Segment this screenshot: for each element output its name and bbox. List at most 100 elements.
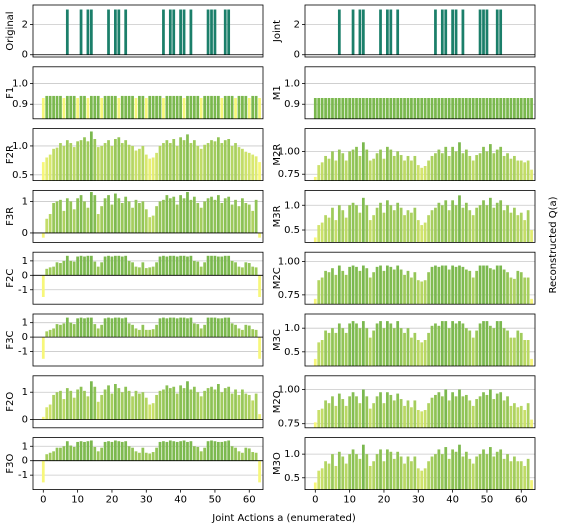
bar bbox=[206, 143, 210, 181]
bar bbox=[251, 329, 255, 338]
bar bbox=[244, 262, 248, 276]
bar bbox=[464, 269, 468, 305]
bar bbox=[141, 201, 145, 233]
bar bbox=[317, 225, 321, 243]
bar bbox=[416, 468, 420, 490]
bar bbox=[399, 328, 403, 366]
bar bbox=[509, 158, 513, 181]
bar bbox=[96, 95, 100, 119]
bar bbox=[492, 456, 496, 490]
bar bbox=[165, 140, 169, 181]
bar bbox=[502, 328, 506, 366]
bar bbox=[227, 9, 231, 55]
bar bbox=[247, 448, 251, 461]
bar bbox=[368, 220, 372, 243]
bar bbox=[254, 199, 258, 233]
bar bbox=[471, 405, 475, 428]
bar bbox=[427, 403, 430, 428]
bar bbox=[251, 452, 255, 461]
bar bbox=[386, 9, 389, 55]
y-tick-label: 1.0 bbox=[284, 449, 300, 460]
bar bbox=[48, 154, 52, 181]
bar bbox=[103, 256, 107, 276]
bar bbox=[440, 321, 444, 366]
bar bbox=[158, 318, 162, 338]
y-tick-label: 1.0 bbox=[284, 323, 300, 334]
bar bbox=[440, 454, 444, 490]
bar bbox=[386, 146, 389, 181]
bar bbox=[355, 205, 358, 243]
bar bbox=[355, 454, 358, 490]
bar bbox=[234, 143, 237, 181]
bar bbox=[396, 202, 400, 243]
bar bbox=[79, 386, 83, 420]
bar bbox=[100, 262, 104, 276]
bar bbox=[324, 98, 327, 119]
bar bbox=[410, 337, 413, 366]
bar bbox=[41, 232, 45, 238]
bar bbox=[72, 95, 76, 119]
bar bbox=[241, 329, 244, 338]
bar bbox=[234, 262, 237, 276]
bar bbox=[162, 143, 165, 181]
bar bbox=[396, 451, 400, 490]
bar bbox=[313, 482, 317, 490]
bar bbox=[327, 98, 331, 119]
bar bbox=[410, 407, 413, 428]
bar bbox=[513, 337, 516, 366]
bar bbox=[327, 158, 331, 181]
bar bbox=[427, 332, 430, 366]
bar bbox=[45, 95, 49, 119]
bar bbox=[337, 265, 341, 305]
bar bbox=[114, 384, 117, 420]
bar bbox=[492, 399, 496, 428]
x-tick-label: 0 bbox=[40, 495, 46, 506]
bar bbox=[351, 265, 355, 305]
bar bbox=[399, 269, 403, 305]
bar bbox=[317, 410, 321, 428]
bar bbox=[437, 98, 441, 119]
bar bbox=[230, 204, 234, 233]
bar bbox=[502, 210, 506, 243]
bar bbox=[254, 452, 258, 461]
bar bbox=[344, 160, 348, 181]
bar bbox=[420, 470, 424, 490]
bar bbox=[461, 266, 465, 305]
bar bbox=[168, 198, 172, 233]
bar bbox=[458, 195, 461, 243]
bar bbox=[210, 140, 213, 181]
bar bbox=[120, 318, 124, 338]
panel-label: F2C bbox=[5, 269, 16, 288]
bar bbox=[320, 408, 324, 428]
bar bbox=[203, 390, 207, 420]
bar bbox=[344, 405, 348, 428]
bar bbox=[182, 140, 186, 181]
bar bbox=[254, 156, 258, 181]
bar bbox=[86, 98, 90, 119]
bar bbox=[107, 255, 110, 276]
bar bbox=[392, 98, 396, 119]
bar bbox=[69, 445, 73, 461]
bar bbox=[351, 9, 355, 55]
bar bbox=[361, 389, 365, 428]
bar bbox=[423, 280, 427, 305]
bar bbox=[151, 329, 155, 338]
bar bbox=[45, 407, 49, 420]
bar bbox=[182, 9, 186, 55]
bar bbox=[89, 9, 93, 55]
bar bbox=[434, 394, 437, 428]
bar bbox=[461, 323, 465, 366]
bar bbox=[186, 318, 189, 338]
bar bbox=[41, 460, 45, 483]
bar bbox=[86, 141, 90, 181]
bar bbox=[165, 318, 169, 338]
bar bbox=[55, 201, 59, 233]
bar bbox=[516, 270, 520, 305]
bar bbox=[172, 9, 176, 55]
x-tick-label: 20 bbox=[106, 495, 119, 506]
bar bbox=[96, 147, 100, 181]
bar bbox=[210, 386, 213, 420]
bar bbox=[365, 205, 369, 243]
bar bbox=[138, 329, 141, 338]
bar bbox=[464, 149, 468, 181]
